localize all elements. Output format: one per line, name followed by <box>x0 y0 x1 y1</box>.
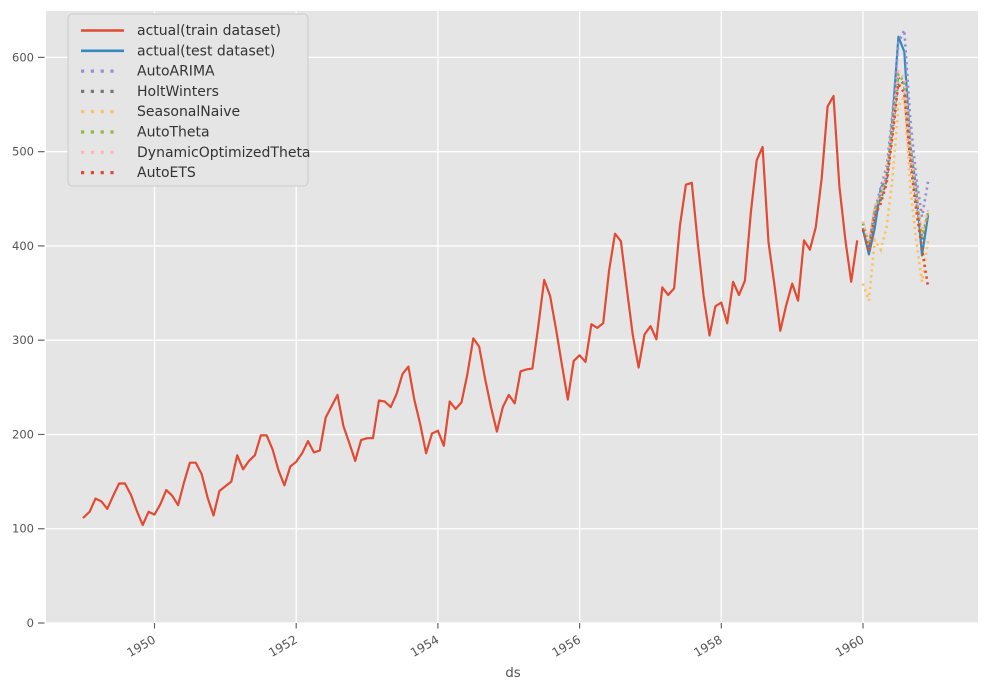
x-axis-label: ds <box>505 665 521 681</box>
legend-item: AutoTheta <box>81 125 210 141</box>
x-tick-label: 1958 <box>691 632 724 659</box>
x-tick-label: 1960 <box>833 632 866 659</box>
legend-label: actual(train dataset) <box>137 23 281 39</box>
legend-background <box>67 13 309 187</box>
series-path-actual-train-dataset- <box>82 94 859 527</box>
x-tick-label: 1956 <box>550 632 583 659</box>
legend-item: AutoETS <box>81 165 196 181</box>
series-path-seasonalnaive <box>861 91 930 302</box>
series-path-autoarima <box>861 25 930 245</box>
y-tick-label: 200 <box>12 427 34 441</box>
legend-label: AutoTheta <box>137 125 210 141</box>
legend-item: AutoARIMA <box>81 64 215 80</box>
legend-label: DynamicOptimizedTheta <box>137 145 311 161</box>
legend-item: actual(train dataset) <box>81 23 281 39</box>
legend-item: actual(test dataset) <box>81 43 275 59</box>
axis-ticks <box>38 56 864 629</box>
x-tick-label: 1950 <box>125 632 158 659</box>
x-tick-label: 1954 <box>408 632 441 659</box>
legend-label: actual(test dataset) <box>137 43 275 59</box>
y-axis-tick-labels: 0 100 200 300 400 500 600 <box>12 50 34 630</box>
legend-item: DynamicOptimizedTheta <box>81 145 311 161</box>
y-tick-label: 100 <box>12 522 34 536</box>
legend-item: HoltWinters <box>81 84 219 100</box>
y-tick-label: 600 <box>12 50 34 64</box>
legend-item: SeasonalNaive <box>81 104 240 120</box>
x-tick-label: 1952 <box>266 632 299 659</box>
legend-label: HoltWinters <box>137 84 219 100</box>
legend-label: AutoARIMA <box>137 64 215 80</box>
y-tick-label: 500 <box>12 145 34 159</box>
series-lines <box>82 25 930 527</box>
legend-box: actual(train dataset) actual(test dataset… <box>67 13 311 187</box>
legend-label: AutoETS <box>137 165 196 181</box>
y-tick-label: 0 <box>27 616 34 630</box>
x-axis-tick-labels: 1950 1952 1954 1956 1958 1960 <box>125 632 867 659</box>
legend-label: SeasonalNaive <box>137 104 240 120</box>
y-tick-label: 400 <box>12 239 34 253</box>
y-tick-label: 300 <box>12 333 34 347</box>
